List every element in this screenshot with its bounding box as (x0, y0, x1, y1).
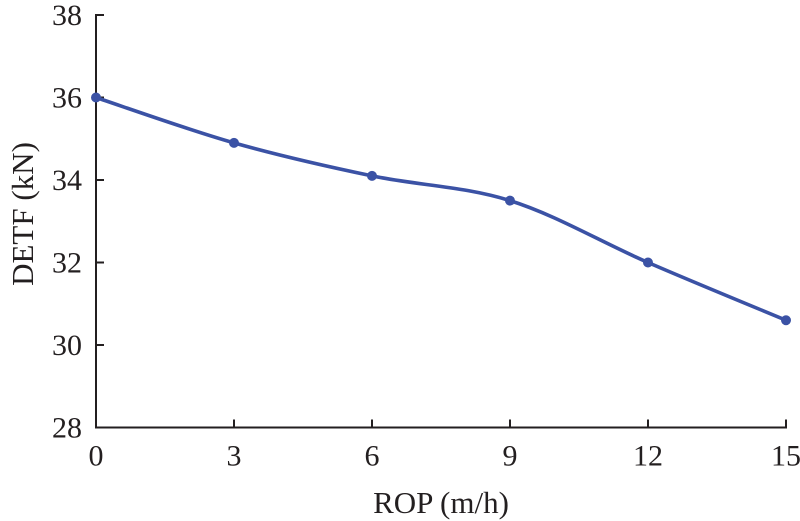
data-point-marker (229, 137, 239, 148)
y-axis-title: DETF (kN) (5, 142, 40, 286)
data-point-marker (781, 315, 791, 326)
data-point-marker (91, 92, 101, 103)
y-tick-label: 36 (52, 82, 82, 115)
y-tick-label: 30 (52, 329, 82, 362)
data-point-marker (643, 257, 653, 268)
tick-layer (95, 14, 787, 429)
data-point-marker (367, 170, 377, 181)
data-series-layer (91, 92, 791, 326)
y-tick-label: 28 (52, 412, 82, 445)
x-tick-label: 3 (227, 440, 242, 473)
x-tick-label: 9 (503, 440, 518, 473)
y-tick-label: 34 (52, 164, 82, 197)
x-tick-label: 0 (89, 440, 104, 473)
series-line (94, 95, 788, 323)
y-tick-label: 32 (52, 247, 82, 280)
x-tick-label: 15 (771, 440, 800, 473)
data-point-marker (505, 195, 515, 206)
axis-spines (95, 14, 787, 429)
axes-layer (95, 14, 787, 429)
x-tick-label: 12 (633, 440, 663, 473)
y-tick-label: 38 (52, 0, 82, 32)
x-axis-title: ROP (m/h) (373, 485, 509, 520)
x-tick-label: 6 (365, 440, 380, 473)
